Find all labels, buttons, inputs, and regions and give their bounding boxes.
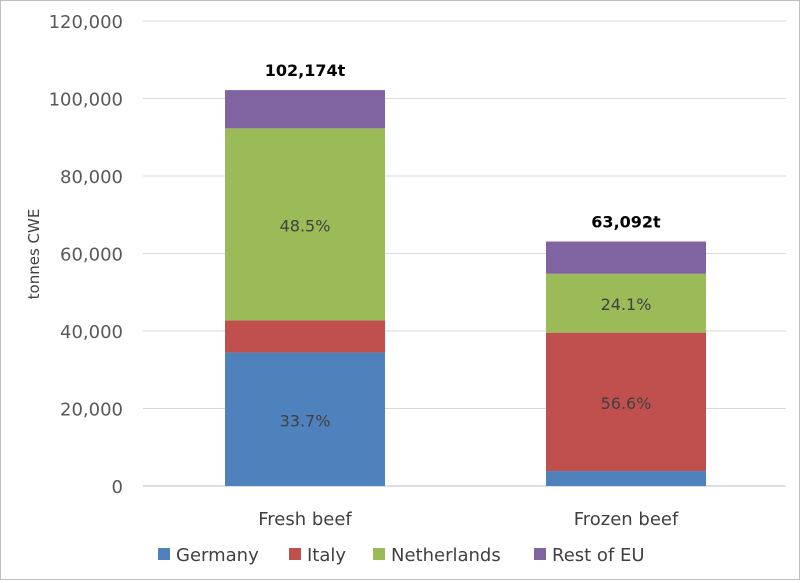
x-tick-label: Fresh beef — [258, 509, 352, 530]
legend-label: Italy — [307, 545, 346, 566]
bar-segment-italy — [225, 320, 385, 353]
bar-segment-rest-of-eu — [546, 241, 706, 274]
legend: Germany Italy Netherlands Rest of EU — [158, 545, 645, 566]
legend-swatch — [534, 548, 546, 560]
y-tick-label: 20,000 — [60, 400, 123, 421]
bar-segment-italy — [546, 332, 706, 472]
bar-segment-netherlands — [546, 273, 706, 333]
legend-label: Netherlands — [391, 545, 501, 566]
legend-swatch — [373, 548, 385, 560]
y-tick-label: 120,000 — [49, 12, 123, 33]
data-label: 24.1% — [601, 295, 652, 314]
y-tick-label: 100,000 — [49, 90, 123, 111]
bar-segment-germany — [225, 352, 385, 486]
y-tick-label: 80,000 — [60, 167, 123, 188]
bars: 33.7% 48.5% 102,174t 56.6% 24.1% 63,092t — [225, 61, 706, 486]
legend-label: Germany — [176, 545, 259, 566]
bar-segment-netherlands — [225, 128, 385, 321]
y-axis-label: tonnes CWE — [25, 209, 43, 300]
bar-segment-rest-of-eu — [225, 90, 385, 129]
data-label: 48.5% — [280, 216, 331, 235]
y-tick-label: 40,000 — [60, 322, 123, 343]
x-axis-ticks: Fresh beef Frozen beef — [258, 509, 679, 530]
legend-label: Rest of EU — [552, 545, 645, 566]
y-axis-ticks: 0 20,000 40,000 60,000 80,000 100,000 120,000 — [49, 12, 123, 498]
bar-segment-germany — [546, 471, 706, 486]
total-label: 63,092t — [591, 213, 661, 232]
total-label: 102,174t — [265, 61, 346, 80]
y-tick-label: 60,000 — [60, 245, 123, 266]
legend-swatch — [158, 548, 170, 560]
data-label: 56.6% — [601, 394, 652, 413]
legend-swatch — [289, 548, 301, 560]
data-label: 33.7% — [280, 411, 331, 430]
x-tick-label: Frozen beef — [574, 509, 679, 530]
y-tick-label: 0 — [112, 477, 123, 498]
